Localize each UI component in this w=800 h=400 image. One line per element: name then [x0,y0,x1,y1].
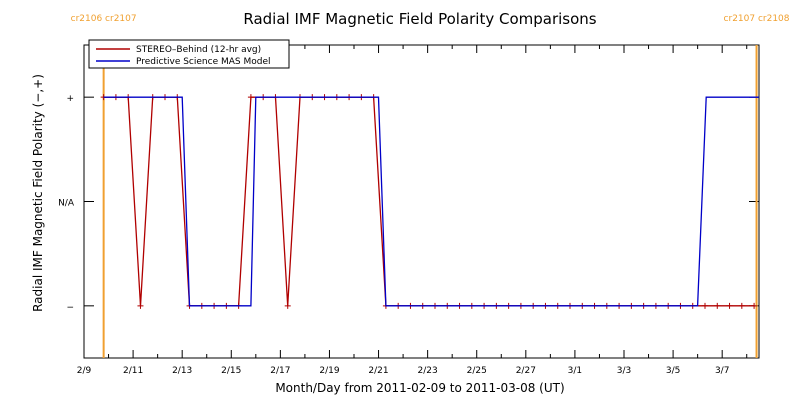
x-tick-label: 2/11 [123,366,143,376]
series-line-0 [103,96,755,307]
x-tick-label: 3/7 [715,366,729,376]
x-tick-label: 2/9 [77,366,92,376]
data-point-marker [284,302,291,309]
chart-title: Radial IMF Magnetic Field Polarity Compa… [243,10,596,28]
data-point-marker [751,302,758,309]
y-tick-label: N/A [58,199,75,209]
data-point-marker [702,302,708,309]
x-tick-label: 2/25 [467,366,487,376]
x-tick-label: 2/23 [418,366,438,376]
data-point-marker [738,302,745,309]
x-tick-label: 2/17 [270,366,290,376]
legend: STEREO–Behind (12-hr avg) Predictive Sci… [88,39,290,69]
data-point-marker [714,302,721,309]
data-point-marker [247,94,254,101]
series-lines [100,94,759,309]
carrington-label: cr2107 cr2108 [724,14,790,24]
x-tick-label: 2/15 [221,366,241,376]
y-tick-label: − [66,303,74,313]
y-tick-label: + [66,94,74,104]
x-tick-label: 2/19 [319,366,339,376]
axis-ticks: 2/9 2/11 2/13 2/15 2/17 2/19 2/21 2/23 2/25 2/27 3… [58,45,759,376]
legend-box [88,39,290,69]
y-axis-label: Radial IMF Magnetic Field Polarity (−,+) [31,74,45,312]
x-axis-label: Month/Day from 2011-02-09 to 2011-03-08 … [275,381,564,395]
x-tick-label: 2/27 [516,366,536,376]
legend-label-stereo: STEREO–Behind (12-hr avg) [136,45,261,55]
data-point-marker [726,302,733,309]
x-tick-label: 3/1 [568,366,582,376]
legend-label-mas-model: Predictive Science MAS Model [136,57,271,67]
data-point-marker [137,302,144,309]
x-tick-label: 3/3 [617,366,631,376]
x-tick-label: 2/13 [172,366,192,376]
x-tick-label: 2/21 [368,366,388,376]
x-tick-label: 3/5 [666,366,680,376]
carrington-label: cr2106 cr2107 [71,14,137,24]
series-line-1 [103,96,759,307]
